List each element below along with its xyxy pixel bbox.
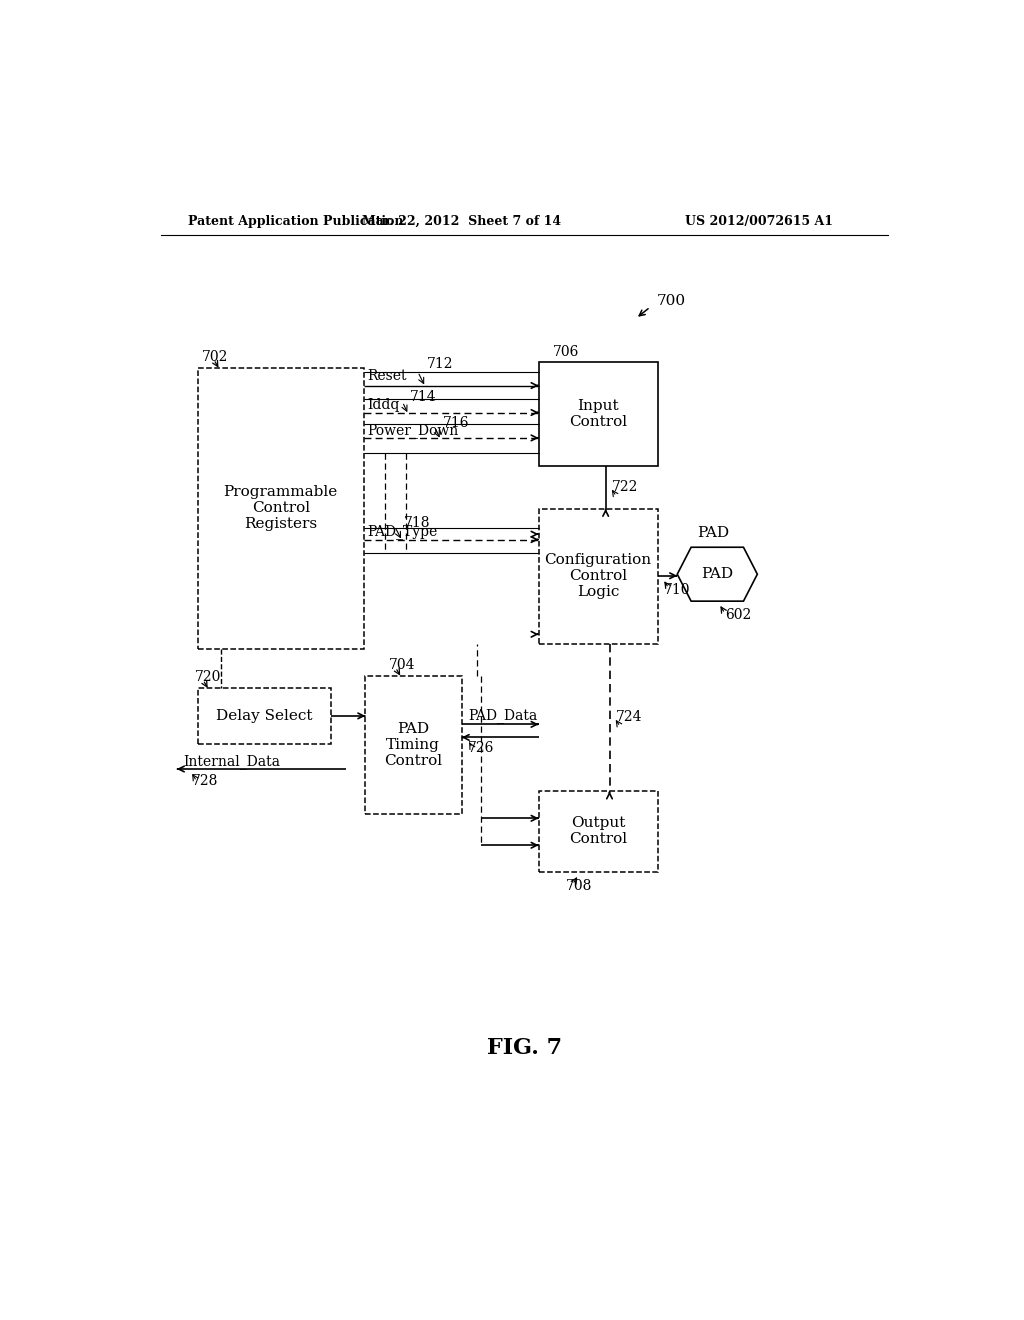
Bar <box>539 508 658 644</box>
Text: 722: 722 <box>611 480 638 494</box>
Text: 706: 706 <box>553 345 579 359</box>
Text: Input
Control: Input Control <box>569 399 627 429</box>
Bar <box>539 363 658 466</box>
Text: Mar. 22, 2012  Sheet 7 of 14: Mar. 22, 2012 Sheet 7 of 14 <box>362 215 561 228</box>
Text: 712: 712 <box>427 356 454 371</box>
Text: PAD: PAD <box>701 568 733 581</box>
Text: 700: 700 <box>656 294 686 308</box>
Text: Programmable
Control
Registers: Programmable Control Registers <box>223 484 338 531</box>
Bar <box>539 792 658 873</box>
Text: Delay Select: Delay Select <box>216 709 312 723</box>
Text: 718: 718 <box>403 516 430 529</box>
Polygon shape <box>677 548 758 601</box>
Text: Power_Down: Power_Down <box>368 422 459 438</box>
Text: 704: 704 <box>388 659 415 672</box>
Text: PAD_Type: PAD_Type <box>368 524 438 540</box>
Text: US 2012/0072615 A1: US 2012/0072615 A1 <box>685 215 833 228</box>
Bar <box>199 368 364 649</box>
Text: 602: 602 <box>725 609 752 622</box>
Text: 720: 720 <box>195 671 221 684</box>
Text: FIG. 7: FIG. 7 <box>487 1036 562 1059</box>
Text: 724: 724 <box>615 710 642 725</box>
Text: Internal_Data: Internal_Data <box>183 754 280 768</box>
Bar <box>366 676 462 814</box>
Text: Reset: Reset <box>368 370 408 383</box>
Text: Patent Application Publication: Patent Application Publication <box>188 215 403 228</box>
Text: PAD
Timing
Control: PAD Timing Control <box>384 722 442 768</box>
Text: 714: 714 <box>410 391 436 404</box>
Text: Output
Control: Output Control <box>569 816 627 846</box>
Text: Iddq: Iddq <box>368 397 400 412</box>
Text: 728: 728 <box>193 775 218 788</box>
Text: Configuration
Control
Logic: Configuration Control Logic <box>545 553 651 599</box>
Text: PAD: PAD <box>697 527 729 540</box>
Bar <box>199 688 331 744</box>
Text: PAD_Data: PAD_Data <box>468 708 537 722</box>
Text: 708: 708 <box>565 879 592 894</box>
Text: 702: 702 <box>202 350 228 364</box>
Text: 716: 716 <box>442 416 469 429</box>
Text: 710: 710 <box>665 582 690 597</box>
Text: 726: 726 <box>468 742 495 755</box>
